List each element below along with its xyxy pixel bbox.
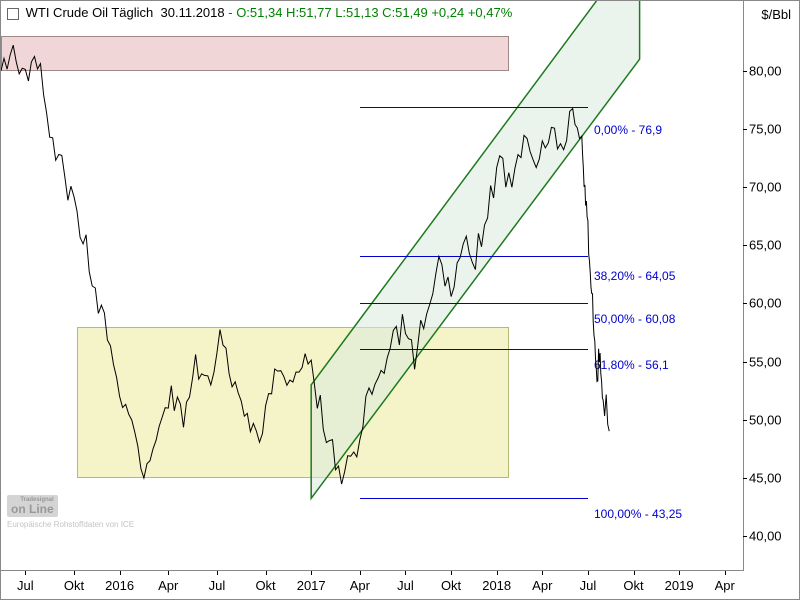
x-tick-label: Okt (441, 578, 461, 593)
symbol-name: WTI Crude Oil (26, 5, 108, 20)
x-tick-label: 2018 (482, 578, 511, 593)
symbol-icon (7, 8, 19, 20)
x-tick-label: Apr (532, 578, 552, 593)
y-tick-label: 55,00 (749, 354, 782, 369)
x-axis: Jul Okt 2016 Apr Jul Okt 2017 Apr Jul Okt 2018 Apr J… (1, 570, 743, 599)
y-tick-label: 80,00 (749, 63, 782, 78)
y-axis-title: $/Bbl (761, 7, 791, 22)
timeframe-label: Täglich (111, 5, 153, 20)
x-tick-label: Okt (64, 578, 84, 593)
x-tick-label: Okt (623, 578, 643, 593)
x-tick-label: Okt (255, 578, 275, 593)
price-line (1, 1, 743, 571)
y-tick-label: 70,00 (749, 180, 782, 195)
plot-area: WTI Crude Oil Täglich 30.11.2018 - O:51,… (1, 1, 744, 571)
x-tick-label: Apr (158, 578, 178, 593)
x-tick-label: Apr (715, 578, 735, 593)
x-tick-label: Apr (350, 578, 370, 593)
y-tick-label: 65,00 (749, 238, 782, 253)
y-tick-label: 40,00 (749, 529, 782, 544)
x-tick-label: 2017 (297, 578, 326, 593)
chart-container: WTI Crude Oil Täglich 30.11.2018 - O:51,… (0, 0, 800, 600)
x-tick-label: Jul (397, 578, 414, 593)
y-axis: $/Bbl 40,00 45,00 50,00 55,00 60,00 65,00 70,0… (743, 1, 799, 571)
x-tick-label: Jul (209, 578, 226, 593)
x-tick-label: 2019 (665, 578, 694, 593)
price-path (1, 45, 609, 484)
chart-title-bar: WTI Crude Oil Täglich 30.11.2018 - O:51,… (7, 5, 512, 20)
y-tick-label: 45,00 (749, 470, 782, 485)
x-tick-label: 2016 (105, 578, 134, 593)
y-tick-label: 75,00 (749, 121, 782, 136)
date-label: 30.11.2018 (161, 5, 225, 20)
x-tick-label: Jul (17, 578, 34, 593)
ohlc-readout: - O:51,34 H:51,77 L:51,13 C:51,49 +0,24 … (228, 5, 512, 20)
y-tick-label: 50,00 (749, 412, 782, 427)
y-tick-label: 60,00 (749, 296, 782, 311)
x-tick-label: Jul (580, 578, 597, 593)
